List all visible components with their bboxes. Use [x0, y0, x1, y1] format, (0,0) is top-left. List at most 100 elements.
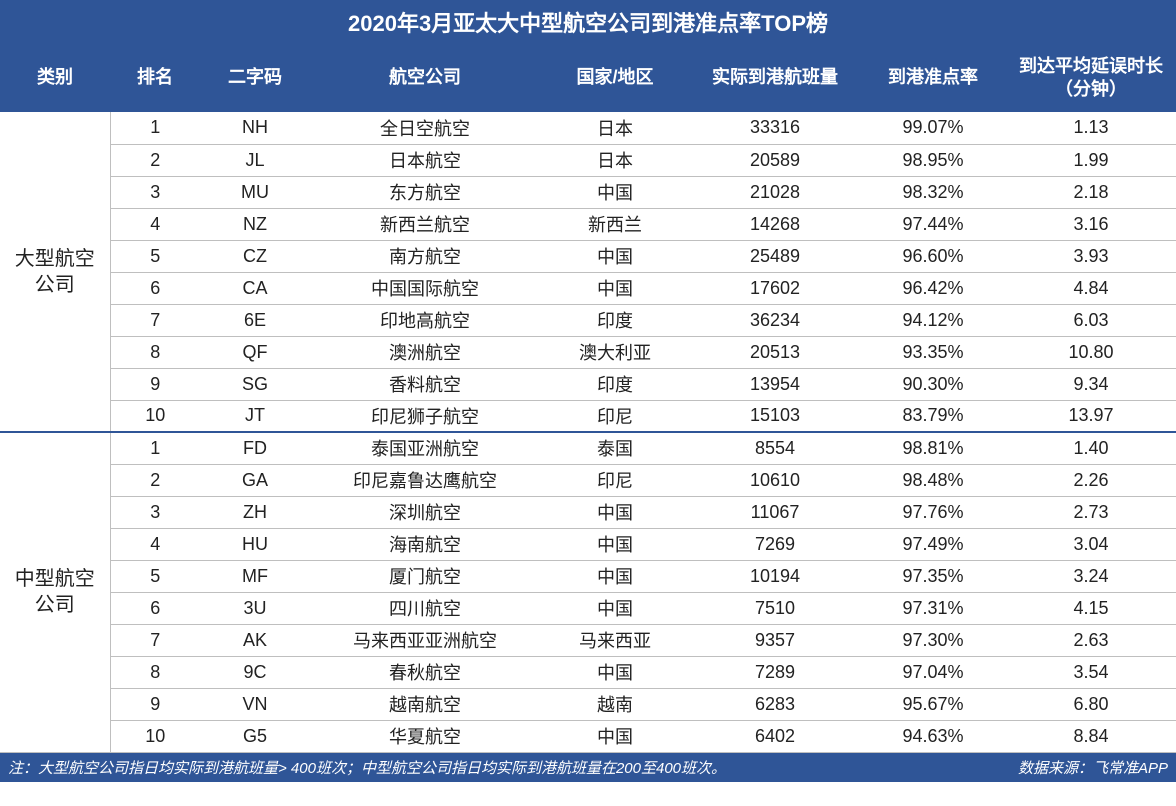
cell-flights: 7289 [690, 656, 860, 688]
col-header-5: 实际到港航班量 [690, 44, 860, 112]
cell-flights: 11067 [690, 496, 860, 528]
cell-code: 6E [200, 304, 310, 336]
cell-delay: 10.80 [1006, 336, 1176, 368]
cell-region: 中国 [540, 528, 690, 560]
cell-region: 日本 [540, 144, 690, 176]
cell-region: 泰国 [540, 432, 690, 464]
cell-rank: 10 [110, 400, 200, 432]
cell-delay: 1.13 [1006, 112, 1176, 144]
cell-code: JT [200, 400, 310, 432]
table-row: 4NZ新西兰航空新西兰1426897.44%3.16 [0, 208, 1176, 240]
cell-ontime: 97.44% [860, 208, 1006, 240]
footnote: 注：大型航空公司指日均实际到港航班量> 400班次；中型航空公司指日均实际到港航… [0, 752, 860, 782]
cell-airline: 东方航空 [310, 176, 540, 208]
cell-ontime: 97.04% [860, 656, 1006, 688]
cell-airline: 中国国际航空 [310, 272, 540, 304]
table-row: 中型航空公司1FD泰国亚洲航空泰国855498.81%1.40 [0, 432, 1176, 464]
cell-code: NH [200, 112, 310, 144]
cell-flights: 33316 [690, 112, 860, 144]
cell-flights: 15103 [690, 400, 860, 432]
table-row: 5MF厦门航空中国1019497.35%3.24 [0, 560, 1176, 592]
cell-delay: 8.84 [1006, 720, 1176, 752]
cell-flights: 6283 [690, 688, 860, 720]
title-row: 2020年3月亚太大中型航空公司到港准点率TOP榜 [0, 0, 1176, 44]
data-source: 数据来源：飞常准APP [860, 752, 1176, 782]
cell-flights: 21028 [690, 176, 860, 208]
cell-airline: 越南航空 [310, 688, 540, 720]
cell-rank: 6 [110, 272, 200, 304]
cell-airline: 印尼嘉鲁达鹰航空 [310, 464, 540, 496]
cell-code: JL [200, 144, 310, 176]
cell-code: VN [200, 688, 310, 720]
cell-flights: 20513 [690, 336, 860, 368]
cell-code: CZ [200, 240, 310, 272]
table-row: 大型航空公司1NH全日空航空日本3331699.07%1.13 [0, 112, 1176, 144]
cell-delay: 2.73 [1006, 496, 1176, 528]
cell-flights: 20589 [690, 144, 860, 176]
cell-region: 印度 [540, 304, 690, 336]
cell-rank: 4 [110, 208, 200, 240]
cell-code: SG [200, 368, 310, 400]
cell-code: CA [200, 272, 310, 304]
cell-rank: 2 [110, 464, 200, 496]
cell-ontime: 96.42% [860, 272, 1006, 304]
cell-delay: 6.03 [1006, 304, 1176, 336]
cell-region: 新西兰 [540, 208, 690, 240]
table-row: 3MU东方航空中国2102898.32%2.18 [0, 176, 1176, 208]
cell-airline: 日本航空 [310, 144, 540, 176]
table-row: 63U四川航空中国751097.31%4.15 [0, 592, 1176, 624]
cell-region: 印尼 [540, 464, 690, 496]
table-row: 8QF澳洲航空澳大利亚2051393.35%10.80 [0, 336, 1176, 368]
cell-region: 印度 [540, 368, 690, 400]
cell-region: 中国 [540, 560, 690, 592]
cell-airline: 海南航空 [310, 528, 540, 560]
cell-rank: 3 [110, 176, 200, 208]
cell-flights: 25489 [690, 240, 860, 272]
table: 2020年3月亚太大中型航空公司到港准点率TOP榜类别排名二字码航空公司国家/地… [0, 0, 1176, 782]
cell-rank: 8 [110, 336, 200, 368]
cell-rank: 7 [110, 304, 200, 336]
cell-rank: 1 [110, 432, 200, 464]
cell-rank: 1 [110, 112, 200, 144]
cell-code: ZH [200, 496, 310, 528]
cell-rank: 7 [110, 624, 200, 656]
table-row: 10G5华夏航空中国640294.63%8.84 [0, 720, 1176, 752]
cell-delay: 6.80 [1006, 688, 1176, 720]
cell-rank: 9 [110, 368, 200, 400]
cell-airline: 泰国亚洲航空 [310, 432, 540, 464]
cell-region: 澳大利亚 [540, 336, 690, 368]
table-row: 3ZH深圳航空中国1106797.76%2.73 [0, 496, 1176, 528]
cell-code: FD [200, 432, 310, 464]
cell-ontime: 95.67% [860, 688, 1006, 720]
cell-ontime: 97.35% [860, 560, 1006, 592]
cell-ontime: 97.49% [860, 528, 1006, 560]
col-header-4: 国家/地区 [540, 44, 690, 112]
cell-delay: 3.93 [1006, 240, 1176, 272]
col-header-1: 排名 [110, 44, 200, 112]
table-row: 76E印地高航空印度3623494.12%6.03 [0, 304, 1176, 336]
cell-rank: 5 [110, 240, 200, 272]
col-header-3: 航空公司 [310, 44, 540, 112]
cell-code: MU [200, 176, 310, 208]
cell-airline: 四川航空 [310, 592, 540, 624]
cell-airline: 香料航空 [310, 368, 540, 400]
cell-code: 9C [200, 656, 310, 688]
cell-code: MF [200, 560, 310, 592]
category-cell: 大型航空公司 [0, 112, 110, 432]
cell-rank: 8 [110, 656, 200, 688]
cell-rank: 5 [110, 560, 200, 592]
cell-delay: 1.99 [1006, 144, 1176, 176]
table-row: 89C春秋航空中国728997.04%3.54 [0, 656, 1176, 688]
cell-ontime: 99.07% [860, 112, 1006, 144]
cell-flights: 8554 [690, 432, 860, 464]
cell-flights: 10194 [690, 560, 860, 592]
cell-region: 中国 [540, 176, 690, 208]
cell-ontime: 98.32% [860, 176, 1006, 208]
cell-flights: 9357 [690, 624, 860, 656]
table-row: 4HU海南航空中国726997.49%3.04 [0, 528, 1176, 560]
cell-code: HU [200, 528, 310, 560]
cell-region: 印尼 [540, 400, 690, 432]
cell-flights: 6402 [690, 720, 860, 752]
cell-code: G5 [200, 720, 310, 752]
cell-flights: 17602 [690, 272, 860, 304]
